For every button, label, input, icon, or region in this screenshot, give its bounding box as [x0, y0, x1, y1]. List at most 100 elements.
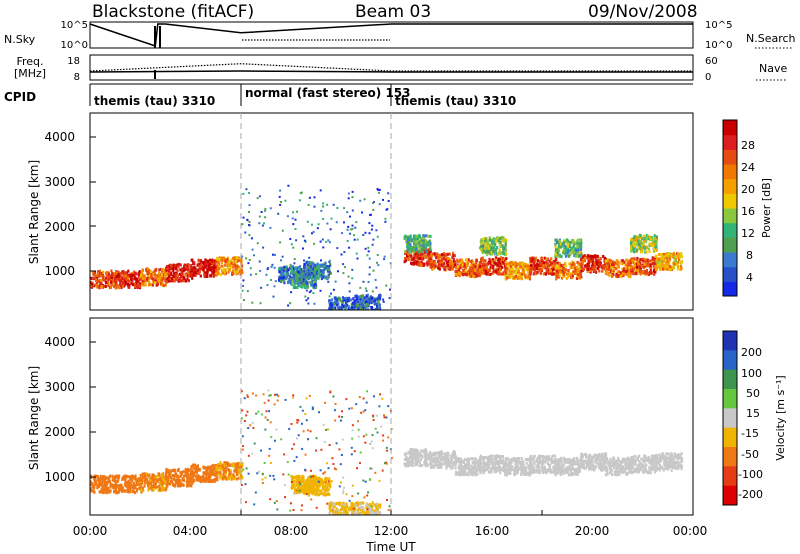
heatmap-cell — [575, 277, 579, 280]
heatmap-cell — [192, 464, 195, 468]
heatmap-cell — [344, 301, 348, 305]
heatmap-cell — [368, 222, 371, 225]
heatmap-cell — [293, 283, 296, 287]
heatmap-cell — [223, 470, 226, 474]
heatmap-cell — [518, 272, 521, 276]
heatmap-cell — [173, 279, 176, 283]
heatmap-cell — [281, 255, 284, 258]
heatmap-cell — [336, 311, 338, 314]
heatmap-cell — [424, 463, 427, 467]
heatmap-cell — [116, 479, 119, 483]
heatmap-cell — [112, 477, 115, 481]
heatmap-cell — [494, 256, 498, 260]
heatmap-cell — [119, 488, 122, 492]
heatmap-cell — [417, 458, 420, 462]
heatmap-cell — [416, 261, 419, 264]
heatmap-cell — [665, 263, 668, 266]
heatmap-cell — [621, 262, 624, 266]
heatmap-cell — [294, 218, 297, 221]
heatmap-cell — [158, 268, 161, 272]
heatmap-cell — [131, 474, 134, 478]
heatmap-cell — [215, 468, 218, 472]
heatmap-cell — [678, 258, 681, 262]
heatmap-cell — [479, 269, 482, 273]
heatmap-cell — [163, 478, 166, 482]
heatmap-cell — [177, 265, 180, 269]
heatmap-cell — [349, 228, 352, 231]
heatmap-cell — [127, 475, 130, 479]
heatmap-cell — [184, 263, 187, 267]
heatmap-cell — [639, 268, 642, 272]
heatmap-cell — [429, 460, 432, 464]
heatmap-cell — [630, 246, 633, 250]
heatmap-cell — [615, 267, 618, 271]
heatmap-cell — [499, 272, 502, 276]
heatmap-cell — [93, 486, 96, 490]
heatmap-cell — [409, 249, 412, 253]
heatmap-cell — [149, 478, 152, 482]
heatmap-cell — [102, 278, 105, 282]
heatmap-cell — [342, 304, 345, 308]
heatmap-cell — [581, 267, 584, 271]
heatmap-cell — [524, 263, 527, 267]
heatmap-cell — [165, 477, 168, 481]
heatmap-cell — [563, 272, 566, 276]
heatmap-cell — [144, 283, 147, 287]
heatmap-cell — [658, 252, 661, 256]
heatmap-cell — [113, 285, 116, 288]
heatmap-cell — [617, 269, 620, 273]
heatmap-cell — [121, 486, 124, 490]
heatmap-cell — [316, 271, 319, 275]
heatmap-cell — [310, 262, 314, 266]
heatmap-cell — [634, 272, 637, 276]
heatmap-cell — [421, 246, 424, 250]
heatmap-cell — [97, 274, 100, 278]
heatmap-cell — [424, 255, 427, 259]
heatmap-cell — [485, 263, 488, 267]
heatmap-cell — [231, 265, 235, 269]
heatmap-cell — [565, 276, 568, 280]
heatmap-cell — [174, 472, 177, 476]
heatmap-cell — [566, 238, 569, 242]
heatmap-cell — [405, 239, 408, 243]
heatmap-cell — [283, 268, 286, 271]
heatmap-cell — [429, 243, 432, 247]
heatmap-cell — [598, 269, 601, 273]
freq-tick-low: 8 — [74, 72, 80, 83]
heatmap-cell — [579, 248, 583, 252]
heatmap-cell — [141, 268, 144, 272]
heatmap-cell — [137, 282, 140, 286]
heatmap-cell — [404, 258, 408, 262]
heatmap-cell — [249, 267, 252, 270]
heatmap-cell — [122, 271, 125, 275]
heatmap-cell — [310, 283, 313, 287]
heatmap-cell — [149, 269, 152, 273]
heatmap-cell — [180, 267, 184, 271]
heatmap-cell — [385, 208, 388, 211]
heatmap-cell — [609, 270, 612, 274]
heatmap-cell — [187, 263, 190, 267]
heatmap-cell — [154, 479, 157, 483]
heatmap-cell — [532, 267, 535, 271]
heatmap-cell — [421, 455, 424, 459]
heatmap-cell — [105, 276, 108, 280]
heatmap-cell — [225, 259, 228, 263]
heatmap-cell — [409, 449, 413, 453]
heatmap-cell — [511, 261, 514, 264]
heatmap-cell — [383, 255, 386, 258]
heatmap-cell — [353, 238, 356, 241]
heatmap-cell — [498, 252, 502, 256]
heatmap-cell — [534, 256, 537, 260]
heatmap-cell — [296, 278, 299, 282]
heatmap-cell — [606, 259, 609, 262]
heatmap-cell — [302, 235, 305, 238]
heatmap-cell — [211, 271, 214, 275]
heatmap-cell — [159, 275, 162, 279]
heatmap-cell — [306, 283, 309, 287]
heatmap-cell — [459, 272, 462, 276]
heatmap-cell — [516, 270, 520, 274]
heatmap-cell — [444, 253, 447, 257]
heatmap-cell — [548, 272, 551, 275]
heatmap-cell — [300, 273, 303, 277]
heatmap-cell — [216, 471, 219, 475]
